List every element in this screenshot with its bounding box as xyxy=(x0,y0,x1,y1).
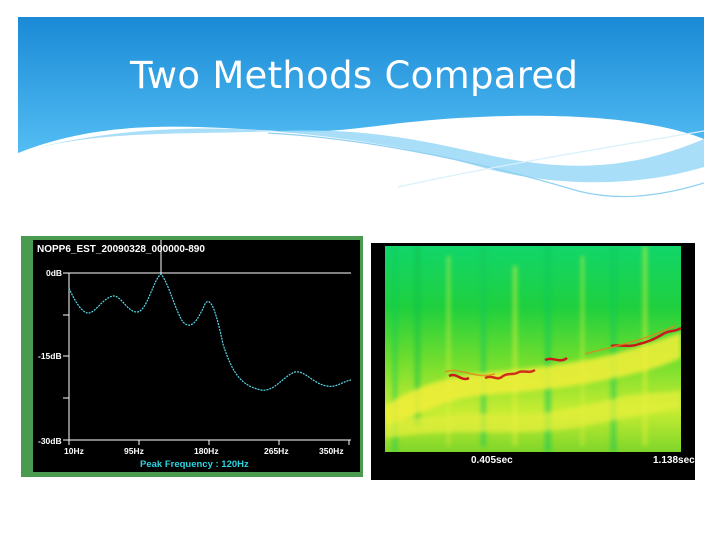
spectrogram-image xyxy=(385,246,681,452)
x-tick-label: 10Hz xyxy=(64,446,84,456)
spectrogram-hot-band xyxy=(385,332,681,438)
spectrogram-peak-trace xyxy=(444,325,681,381)
y-tick-label: 0dB xyxy=(46,268,63,278)
spectrum-title: NOPP6_EST_20090328_000000-890 xyxy=(37,244,205,255)
slide-title: Two Methods Compared xyxy=(130,54,579,97)
peak-frequency-label: Peak Frequency : 120Hz xyxy=(140,459,249,470)
header-banner xyxy=(18,17,704,198)
y-tick-label: -30dB xyxy=(38,436,62,446)
spectrum-plot-frame: NOPP6_EST_20090328_000000-890 0dB -15 xyxy=(33,240,360,472)
x-tick-label: 95Hz xyxy=(124,446,144,456)
header-wave xyxy=(18,128,704,183)
time-label: 1.138sec xyxy=(653,455,695,466)
spectrum-figure: NOPP6_EST_20090328_000000-890 0dB -15 xyxy=(21,236,363,477)
spectrum-plot xyxy=(63,240,352,445)
x-tick-label: 180Hz xyxy=(194,446,219,456)
y-tick-label: -15dB xyxy=(38,351,62,361)
header-swoosh-line-2 xyxy=(397,130,704,188)
spectrum-curve xyxy=(68,273,352,391)
x-tick-label: 350Hz xyxy=(319,446,344,456)
spectrogram-bottom-edge xyxy=(385,434,681,452)
header-background xyxy=(18,17,704,153)
header-swoosh-line xyxy=(267,132,704,198)
time-label: 0.405sec xyxy=(471,455,513,466)
x-tick-label: 265Hz xyxy=(264,446,289,456)
spectrogram-figure: 0.405sec 1.138sec xyxy=(371,243,695,480)
